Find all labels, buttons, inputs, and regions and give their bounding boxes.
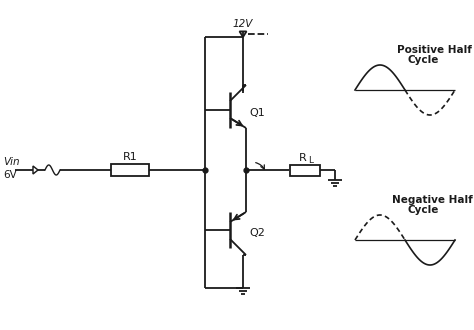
Text: Negative Half: Negative Half (392, 195, 473, 205)
Text: R: R (299, 153, 307, 163)
Bar (111, 164, 149, 176)
Bar (290, 164, 320, 176)
Text: Positive Half: Positive Half (398, 45, 473, 55)
Text: Cycle: Cycle (408, 205, 439, 215)
Text: Q1: Q1 (249, 108, 265, 118)
Text: R1: R1 (123, 152, 138, 162)
Text: 6V: 6V (3, 170, 17, 180)
Text: L: L (308, 156, 313, 165)
Text: Cycle: Cycle (408, 55, 439, 65)
Text: 12V: 12V (233, 19, 254, 29)
Text: Vin: Vin (3, 157, 19, 167)
Text: Q2: Q2 (249, 228, 265, 238)
